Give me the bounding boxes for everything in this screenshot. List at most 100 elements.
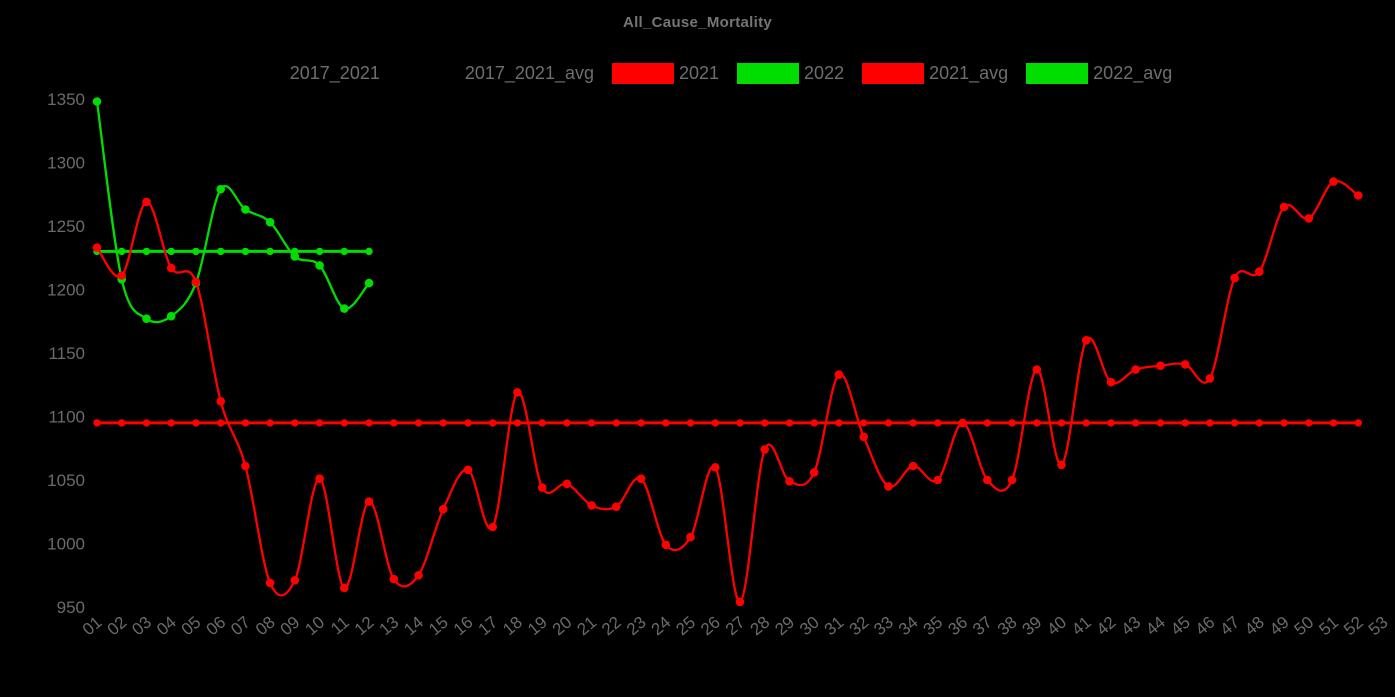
x-tick-label: 42 <box>1093 613 1120 640</box>
series-2022-point <box>241 205 250 214</box>
series-2021_avg-point <box>489 419 497 427</box>
x-tick-label: 29 <box>771 613 798 640</box>
series-2021-point <box>809 468 819 477</box>
series-2021-point <box>513 388 522 397</box>
x-tick-label: 44 <box>1142 613 1169 640</box>
x-tick-label: 45 <box>1167 613 1194 640</box>
series-2021_avg-point <box>291 419 299 427</box>
series-2022-point <box>315 261 324 270</box>
series-2021-point <box>562 479 572 489</box>
x-tick-label: 06 <box>203 613 230 640</box>
series-2021_avg-point <box>761 419 769 427</box>
series-2021-point <box>1032 365 1042 374</box>
series-2021-point <box>191 277 201 287</box>
y-tick-label: 1350 <box>47 90 85 109</box>
series-2021-point <box>859 432 868 442</box>
x-tick-label: 22 <box>598 613 625 640</box>
x-tick-label: 11 <box>327 613 353 639</box>
series-2021-point <box>1081 336 1091 345</box>
x-tick-label: 17 <box>475 613 502 640</box>
legend-swatch-2021 <box>612 63 674 84</box>
series-2021-point <box>142 197 151 207</box>
series-2021_avg-point <box>192 419 200 427</box>
series-2021_avg-point <box>513 419 522 427</box>
series-2021_avg-point <box>983 419 991 427</box>
series-2021-point <box>1205 374 1215 383</box>
series-2021_avg-point <box>1033 419 1041 427</box>
x-tick-label: 50 <box>1291 613 1318 640</box>
legend-item-2022_avg[interactable]: 2022_avg <box>1026 63 1172 84</box>
legend-swatch-2022_avg <box>1026 63 1089 84</box>
series-2021_avg-point <box>118 419 126 427</box>
x-tick-label: 43 <box>1118 613 1145 640</box>
series-2022_avg-point <box>142 247 151 256</box>
series-2021-point <box>587 501 596 510</box>
series-2022_avg <box>93 247 373 256</box>
x-tick-label: 20 <box>549 613 576 640</box>
series-2021_avg-point <box>1255 419 1264 427</box>
series-2021_avg-point <box>563 419 571 427</box>
x-tick-label: 25 <box>672 613 699 640</box>
x-tick-label: 16 <box>450 613 477 640</box>
series-2021-point <box>760 445 769 454</box>
legend-item-2022[interactable]: 2022 <box>737 63 844 84</box>
series-2022-line <box>95 100 371 324</box>
series-2021_avg-point <box>142 419 151 427</box>
y-axis-labels: 950 1000 1050 1100 1150 1200 1250 1300 1350 <box>47 90 85 617</box>
series-2021_avg-point <box>860 419 868 427</box>
legend-label-2022: 2022 <box>804 63 845 83</box>
series-2021-point <box>537 483 547 492</box>
series-2021_avg-point <box>1305 419 1313 427</box>
series-2021-point <box>933 475 943 485</box>
y-tick-label: 1200 <box>47 281 85 300</box>
legend-item-2017_2021_avg[interactable]: 2017_2021_avg <box>398 63 594 84</box>
series-2022_avg-point <box>266 247 274 256</box>
x-tick-label: 52 <box>1340 613 1367 640</box>
series-2021_avg-point <box>390 419 398 427</box>
series-2022-point <box>216 184 225 194</box>
series-2021-point <box>1255 267 1264 277</box>
series-2021_avg-point <box>1082 419 1090 427</box>
series-2021-point <box>265 578 275 588</box>
series-2021_avg-point <box>439 419 447 427</box>
x-tick-label: 08 <box>252 613 279 640</box>
series-2021-point <box>636 474 646 484</box>
series-2022-point <box>364 278 374 288</box>
series-2021_avg-point <box>736 419 744 427</box>
x-tick-label: 51 <box>1315 613 1342 640</box>
series-2021-point <box>364 497 374 506</box>
legend-item-2021_avg[interactable]: 2021_avg <box>862 63 1008 84</box>
series-2021_avg-point <box>365 419 373 427</box>
series-2021-point <box>92 243 102 252</box>
series-2021-point <box>884 482 893 491</box>
legend-item-2017_2021[interactable]: 2017_2021 <box>223 63 380 84</box>
legend-item-2021[interactable]: 2021 <box>612 63 719 84</box>
series-2021_avg-point <box>1132 419 1140 427</box>
series-2021-point <box>686 532 695 542</box>
series-2021 <box>92 177 1363 607</box>
series-2021-point <box>290 576 300 585</box>
x-tick-label: 23 <box>623 613 650 640</box>
x-tick-label: 15 <box>425 613 452 640</box>
series-2022_avg-point <box>340 247 348 256</box>
y-tick-label: 1300 <box>47 154 85 173</box>
series-2021-point <box>166 263 176 273</box>
series-2021-point <box>1180 360 1190 369</box>
x-tick-label: 09 <box>277 613 304 640</box>
series-2021_avg-point <box>785 419 794 427</box>
y-tick-label: 1150 <box>48 344 85 363</box>
series-2021-point <box>661 540 671 550</box>
legend-label-2017_2021_avg: 2017_2021_avg <box>464 63 594 83</box>
series-2021_avg-point <box>1230 419 1239 427</box>
x-tick-label: 05 <box>178 613 205 640</box>
x-tick-label: 24 <box>648 613 675 640</box>
series-2022_avg-point <box>167 247 175 256</box>
y-tick-label: 1250 <box>47 217 85 236</box>
series-2022_avg-point <box>118 247 126 256</box>
x-tick-label: 13 <box>376 613 403 640</box>
x-tick-label: 48 <box>1241 613 1268 640</box>
series-2021-point <box>389 574 399 584</box>
x-tick-label: 32 <box>846 613 873 640</box>
